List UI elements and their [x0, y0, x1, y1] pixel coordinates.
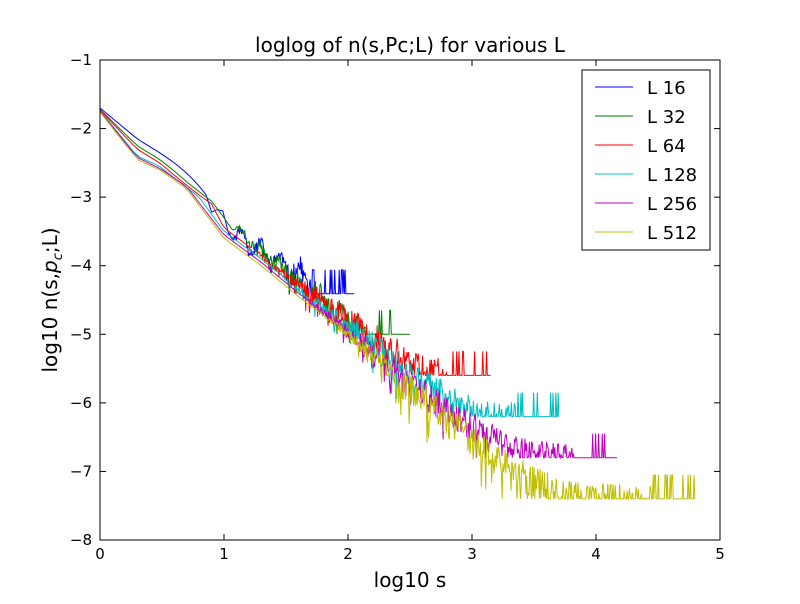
- y-axis-label: log10 n(s,pc;L): [38, 227, 66, 372]
- x-tick-label: 2: [343, 545, 353, 563]
- y-axis-label-prefix: log10 n(s,: [38, 273, 62, 373]
- legend-box: [581, 69, 711, 251]
- y-axis-label-p: p: [38, 260, 62, 274]
- legend-label: L 256: [647, 194, 697, 215]
- y-tick-label: −2: [70, 120, 92, 138]
- legend-label: L 64: [647, 136, 686, 157]
- y-axis-label-sub: c: [51, 253, 66, 260]
- y-tick-label: −3: [70, 188, 92, 206]
- legend-label: L 512: [647, 223, 697, 244]
- legend-label: L 32: [647, 107, 686, 128]
- legend-label: L 128: [647, 165, 697, 186]
- x-tick-label: 4: [591, 545, 601, 563]
- legend-label: L 16: [647, 78, 686, 99]
- series-line-l-512: [99, 111, 696, 500]
- x-tick-label: 5: [715, 545, 725, 563]
- y-tick-label: −6: [70, 394, 92, 412]
- y-axis: −8 −7 −6 −5 −4 −3 −2 −1: [70, 51, 720, 549]
- series-line-l-256: [99, 111, 618, 460]
- legend: L 16 L 32 L 64 L 128 L 256 L 512: [581, 69, 711, 251]
- plot-area: [99, 107, 696, 500]
- x-tick-label: 1: [219, 545, 229, 563]
- y-tick-label: −8: [70, 531, 92, 549]
- chart-title: loglog of n(s,Pc;L) for various L: [255, 33, 566, 57]
- y-axis-label-suffix: ;L): [38, 227, 62, 253]
- x-axis: 0 1 2 3 4 5: [95, 60, 725, 563]
- plot-frame: [99, 59, 721, 541]
- series-line-l-16: [99, 107, 355, 295]
- x-axis-label: log10 s: [374, 568, 447, 592]
- y-tick-label: −7: [70, 462, 92, 480]
- y-tick-label: −5: [70, 325, 92, 343]
- x-tick-label: 3: [467, 545, 477, 563]
- x-tick-label: 0: [95, 545, 105, 563]
- y-tick-label: −1: [70, 51, 92, 69]
- y-tick-label: −4: [70, 257, 92, 275]
